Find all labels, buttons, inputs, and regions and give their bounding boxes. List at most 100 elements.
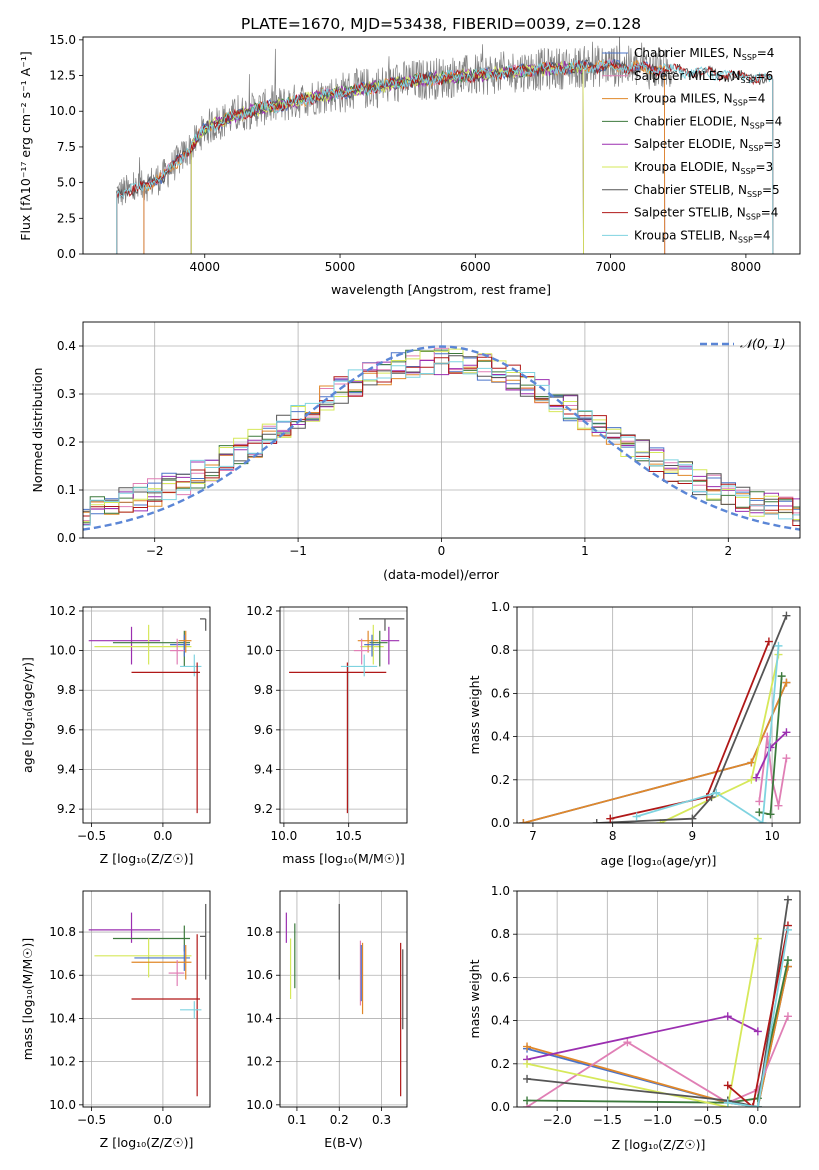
residuals-axes: −2 −1 0 1 2 0.0 0.1 0.2 0.3 0.4 𝒩(0, 1) — [57, 321, 801, 558]
mwage-marker-salpeter_miles — [755, 797, 764, 806]
massebv-ytick-label: 10.8 — [246, 925, 273, 939]
mwage-marker-kroupa_miles — [747, 758, 756, 767]
model-spectrum-kroupa_miles — [143, 59, 666, 254]
mwz-line-kroupa_elodie — [526, 938, 759, 1107]
residuals-xtick-label: 2 — [724, 544, 732, 558]
spectrum-xlabel: wavelength [Angstrom, rest frame] — [331, 282, 551, 297]
spectrum-ytick-label: 10.0 — [49, 104, 76, 118]
massebv-ytick-label: 10.6 — [246, 968, 273, 982]
spectrum-ytick-label: 7.5 — [57, 140, 76, 154]
mwage-marker-kroupa_stelib — [712, 788, 721, 797]
mwz-marker-kroupa_miles — [523, 1042, 532, 1051]
residuals-xtick-label: −1 — [289, 544, 307, 558]
mass-vs-extinction-panel: 0.1 0.2 0.3 10.0 10.2 10.4 10.6 10.8 E(B-V) — [246, 890, 408, 1150]
mwz-xtick-label: 0.0 — [748, 1113, 767, 1127]
legend-label-chabrier_elodie: Chabrier ELODIE, NSSP=4 — [634, 114, 782, 130]
legend-label-salpeter_miles: Salpeter MILES, NSSP=6 — [634, 69, 773, 85]
agez-ytick-label: 9.4 — [57, 762, 76, 776]
figure-title: PLATE=1670, MJD=53438, FIBERID=0039, z=0… — [241, 15, 641, 33]
mwage-marker-salpeter_miles — [774, 801, 783, 810]
mwage-marker-kroupa_miles — [519, 819, 528, 823]
agez-ytick-label: 10.2 — [49, 604, 76, 618]
massz-axes: −0.5 0.0 10.0 10.2 10.4 10.6 10.8 — [49, 890, 211, 1127]
residual-histogram-chabrier_elodie — [83, 349, 800, 524]
agez-ytick-label: 9.6 — [57, 723, 76, 737]
mwage-ytick-label: 0.6 — [491, 686, 510, 700]
massz-ylabel: mass [log₁₀(M/M☉)] — [20, 938, 35, 1060]
mwage-ylabel: mass weight — [467, 675, 482, 754]
massebv-xtick-label: 0.1 — [287, 1113, 306, 1127]
legend-label-kroupa_elodie: Kroupa ELODIE, NSSP=3 — [634, 160, 773, 176]
mwz-ytick-label: 0.6 — [491, 970, 510, 984]
mwz-marker-kroupa_elodie — [523, 1059, 532, 1068]
spectrum-ytick-label: 0.0 — [57, 247, 76, 261]
agemass-ytick-label: 9.6 — [254, 723, 273, 737]
mwage-marker-kroupa_stelib — [758, 819, 767, 823]
mwage-ytick-label: 0.8 — [491, 643, 510, 657]
mwage-marker-chabrier_stelib — [688, 814, 697, 823]
agemass-xtick-label: 10.0 — [271, 829, 298, 843]
residual-histogram-salpeter_elodie — [83, 354, 800, 525]
spectrum-xtick-label: 5000 — [325, 260, 356, 274]
agemass-ytick-label: 10.2 — [246, 604, 273, 618]
residual-histogram-kroupa_stelib — [83, 361, 800, 526]
agez-frame — [82, 606, 211, 824]
residuals-plot-area — [83, 345, 800, 531]
mwage-marker-chabrier_stelib — [782, 611, 791, 620]
agez-xtick-label: −0.5 — [77, 829, 106, 843]
mwage-marker-salpeter_elodie — [752, 773, 761, 782]
massz-ytick-label: 10.4 — [49, 1011, 76, 1025]
agez-ylabel: age [log₁₀(age/yr)] — [20, 657, 35, 773]
observed-spectrum-line — [116, 37, 672, 206]
agemass-axes: 10.0 10.5 9.2 9.4 9.6 9.8 10.0 10.2 — [246, 604, 408, 843]
agemass-frame — [279, 606, 408, 824]
mwage-marker-salpeter_miles — [782, 754, 791, 763]
mass-weight-vs-metallicity-panel: −2.0 −1.5 −1.0 −0.5 0.0 0.0 0.2 0.4 0.6 0.8 1.0 Z [… — [467, 884, 801, 1152]
mwage-axes: 7 8 9 10 0.0 0.2 0.4 0.6 0.8 1.0 — [491, 600, 801, 843]
agemass-xtick-label: 10.5 — [335, 829, 362, 843]
mwage-marker-salpeter_stelib — [606, 814, 615, 823]
spectrum-ylabel: Flux [fλ10⁻¹⁷ erg cm⁻² s⁻¹ A⁻¹] — [18, 51, 33, 240]
model-spectrum-salpeter_elodie — [190, 61, 584, 254]
legend-label-kroupa_miles: Kroupa MILES, NSSP=4 — [634, 92, 765, 108]
residuals-ylabel: Normed distribution — [30, 368, 45, 493]
model-spectrum-chabrier_stelib — [116, 58, 774, 254]
massz-ytick-label: 10.2 — [49, 1055, 76, 1069]
residuals-ytick-label: 0.4 — [57, 339, 76, 353]
legend-label-salpeter_elodie: Salpeter ELODIE, NSSP=3 — [634, 137, 781, 153]
mwz-xlabel: Z [log₁₀(Z/Z☉)] — [612, 1137, 706, 1152]
mwage-marker-chabrier_stelib — [592, 819, 601, 823]
massebv-xtick-label: 0.3 — [372, 1113, 391, 1127]
massebv-ytick-label: 10.0 — [246, 1098, 273, 1112]
mwage-marker-chabrier_elodie — [777, 672, 786, 681]
massz-ytick-label: 10.0 — [49, 1098, 76, 1112]
spectrum-plot-area — [116, 37, 774, 254]
mwage-frame — [516, 606, 801, 824]
massz-xlabel: Z [log₁₀(Z/Z☉)] — [100, 1135, 194, 1150]
agez-plot-area — [88, 618, 207, 814]
legend-label-chabrier_miles: Chabrier MILES, NSSP=4 — [634, 46, 774, 62]
massebv-xtick-label: 0.2 — [330, 1113, 349, 1127]
mwz-ytick-label: 1.0 — [491, 884, 510, 898]
normal-distribution-curve — [83, 345, 800, 531]
massebv-plot-area — [285, 903, 404, 1097]
agez-ytick-label: 9.2 — [57, 802, 76, 816]
mwage-ytick-label: 0.2 — [491, 773, 510, 787]
mwz-line-salpeter_elodie — [526, 1015, 759, 1061]
mwage-ytick-label: 0.4 — [491, 730, 510, 744]
spectrum-ytick-label: 5.0 — [57, 176, 76, 190]
model-spectrum-salpeter_miles — [143, 57, 666, 254]
spectrum-panel: 4000 5000 6000 7000 8000 0.0 2.5 5.0 7.5 10.0 12.5… — [18, 33, 801, 297]
massebv-frame — [279, 890, 408, 1108]
mwz-plot-area — [523, 895, 792, 1107]
residuals-ytick-label: 0.2 — [57, 435, 76, 449]
mwage-plot-area — [519, 611, 791, 823]
mwage-xtick-label: 10 — [764, 829, 779, 843]
mwz-marker-kroupa_stelib — [753, 1103, 762, 1107]
normal-legend-label: 𝒩(0, 1) — [740, 336, 786, 351]
agez-xtick-label: 0.0 — [153, 829, 172, 843]
residuals-xtick-label: 0 — [438, 544, 446, 558]
spectrum-frame — [82, 36, 801, 255]
mwage-marker-salpeter_elodie — [766, 743, 775, 752]
